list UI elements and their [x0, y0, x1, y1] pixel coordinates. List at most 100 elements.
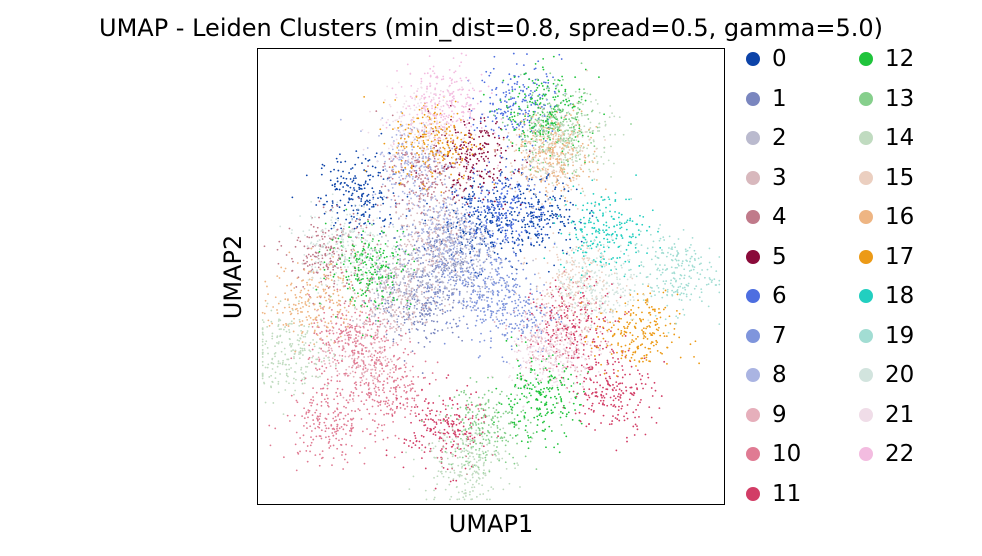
point: [393, 164, 396, 167]
point: [319, 435, 322, 438]
point: [436, 314, 439, 317]
point: [424, 336, 427, 339]
point: [360, 188, 363, 190]
point: [356, 340, 359, 342]
point: [367, 388, 370, 391]
point: [345, 282, 348, 285]
point: [385, 339, 388, 342]
point: [491, 220, 493, 222]
point: [465, 218, 468, 221]
point: [320, 437, 323, 440]
point: [407, 155, 410, 158]
point: [418, 142, 420, 145]
point: [444, 223, 447, 226]
point: [479, 310, 482, 312]
point: [410, 252, 413, 255]
point: [397, 195, 400, 198]
point: [387, 339, 389, 342]
point: [317, 196, 320, 199]
point: [408, 240, 411, 243]
point: [336, 370, 339, 372]
point: [426, 243, 428, 246]
point: [345, 332, 348, 335]
point: [453, 211, 456, 214]
point: [496, 149, 499, 151]
point: [496, 190, 499, 192]
point: [374, 193, 377, 196]
point: [414, 248, 417, 251]
point: [513, 218, 515, 221]
point: [457, 181, 460, 184]
point: [511, 300, 513, 303]
point: [452, 299, 455, 302]
point: [538, 215, 541, 218]
point: [511, 214, 513, 216]
point: [384, 218, 387, 221]
point: [529, 283, 532, 285]
point: [380, 226, 383, 229]
point: [402, 169, 405, 172]
point: [410, 267, 413, 270]
point: [487, 200, 489, 203]
point: [315, 234, 318, 237]
point: [392, 170, 395, 173]
point: [414, 225, 417, 228]
point: [501, 303, 504, 305]
chart-title: UMAP - Leiden Clusters (min_dist=0.8, sp…: [99, 14, 883, 42]
point: [551, 130, 554, 133]
point: [374, 377, 376, 380]
point: [337, 413, 340, 416]
point: [350, 424, 353, 427]
point: [312, 245, 314, 248]
point: [398, 202, 401, 205]
point: [496, 253, 499, 255]
point: [559, 197, 561, 200]
point: [479, 174, 481, 177]
point: [562, 222, 565, 225]
point: [461, 206, 464, 209]
point: [511, 240, 514, 243]
point: [433, 328, 436, 331]
point: [506, 201, 509, 204]
point: [455, 215, 458, 218]
point: [382, 400, 385, 403]
point: [577, 301, 580, 304]
point: [416, 284, 419, 287]
point: [469, 237, 472, 240]
point: [422, 275, 425, 278]
point: [420, 237, 423, 240]
point: [354, 311, 357, 314]
point: [393, 237, 395, 239]
point: [410, 323, 413, 326]
point: [479, 120, 482, 123]
point: [471, 264, 474, 267]
point: [329, 352, 331, 354]
point: [341, 340, 343, 342]
point: [464, 260, 466, 263]
point: [378, 346, 381, 349]
point: [433, 255, 435, 258]
point: [516, 81, 519, 83]
point: [439, 265, 442, 268]
point: [388, 166, 391, 169]
point: [460, 212, 463, 215]
point: [434, 160, 437, 163]
point: [351, 341, 354, 344]
point: [503, 195, 506, 198]
point: [394, 321, 396, 323]
point: [339, 317, 342, 320]
point: [541, 338, 543, 340]
point: [408, 199, 411, 202]
point: [427, 289, 430, 292]
point: [426, 224, 429, 227]
point: [360, 184, 363, 187]
point: [522, 118, 525, 121]
point: [456, 278, 459, 281]
point: [342, 396, 345, 399]
point: [450, 224, 453, 226]
point: [472, 306, 474, 309]
point: [389, 322, 392, 325]
point: [374, 334, 377, 337]
point: [381, 346, 384, 349]
point: [483, 268, 486, 271]
